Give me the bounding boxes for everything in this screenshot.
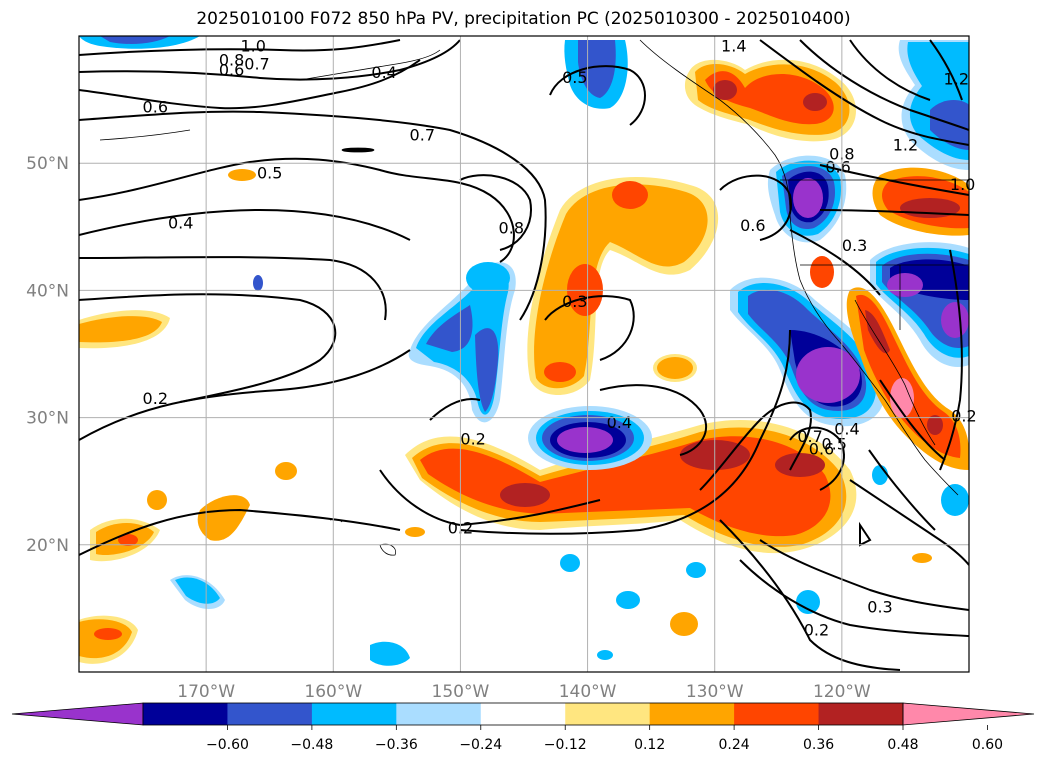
lon-tick-label: 150°W xyxy=(432,682,490,702)
colorbar-segment xyxy=(311,703,397,725)
contour-label: 1.0 xyxy=(240,36,265,55)
contour-label: 0.8 xyxy=(219,50,244,69)
contour-label: 0.4 xyxy=(371,63,396,82)
colorbar-tick-label: −0.24 xyxy=(459,737,502,753)
lon-tick-label: 170°W xyxy=(177,682,235,702)
contour-label: 0.7 xyxy=(410,125,435,144)
colorbar-tick-label: −0.48 xyxy=(290,737,333,753)
contour-label: 0.5 xyxy=(562,68,587,87)
contour-label: 0.4 xyxy=(168,213,193,232)
lat-tick-label: 50°N xyxy=(26,154,69,174)
colorbar-extend-low xyxy=(11,702,144,726)
colorbar-segment xyxy=(565,703,651,725)
lon-tick-label: 140°W xyxy=(559,682,617,702)
contour-labels: 1.00.8 0.70.6 0.4 0.51.41.20.60.71.20.80.61… xyxy=(143,36,977,639)
contour-label: 0.3 xyxy=(842,236,867,255)
colorbar-segment xyxy=(480,703,566,725)
colorbar-tick-label: 0.24 xyxy=(719,737,750,753)
colorbar-tick-label: −0.60 xyxy=(206,737,249,753)
contour-label: 0.3 xyxy=(562,292,587,311)
contour-label: 0.2 xyxy=(951,407,976,426)
precip-small-features xyxy=(79,169,969,666)
lon-tick-label: 130°W xyxy=(686,682,744,702)
pv-contours xyxy=(79,39,969,671)
contour-label: 0.2 xyxy=(143,389,168,408)
precip-region-negative-northeast xyxy=(898,40,969,170)
colorbar-segment xyxy=(818,703,904,725)
contour-label: 0.5 xyxy=(257,164,282,183)
colorbar: −0.60 −0.48 −0.36 −0.24 −0.12 0.12 0.24 0.36 0.4… xyxy=(11,702,1035,753)
map-frame xyxy=(78,35,970,673)
colorbar-tick-label: 0.12 xyxy=(634,737,665,753)
contour-label: 0.8 xyxy=(499,218,524,237)
lat-tick-label: 20°N xyxy=(26,536,69,556)
precip-region-negative-cal xyxy=(730,277,886,427)
lon-tick-label: 120°W xyxy=(813,682,871,702)
contour-label: 0.7 xyxy=(797,427,822,446)
contour-label: 1.2 xyxy=(944,70,969,89)
colorbar-tick-label: 0.60 xyxy=(972,737,1003,753)
lat-tick-label: 30°N xyxy=(26,409,69,429)
precip-region-negative-southwest-us xyxy=(870,242,969,368)
contour-label: 1.0 xyxy=(950,175,975,194)
contour-label: 0.7 xyxy=(244,54,269,73)
contour-label: 0.6 xyxy=(825,157,850,176)
precip-region-negative-central xyxy=(528,406,652,470)
precip-field xyxy=(79,36,969,666)
colorbar-segment xyxy=(649,703,735,725)
colorbar-segment xyxy=(396,703,482,725)
chart-title: 2025010100 F072 850 hPa PV, precipitatio… xyxy=(196,9,851,29)
colorbar-frame xyxy=(142,702,904,726)
contour-label: 0.4 xyxy=(834,419,859,438)
contour-label: 0.2 xyxy=(460,429,485,448)
colorbar-tick-label: −0.36 xyxy=(375,737,418,753)
contour-label: 0.3 xyxy=(867,597,892,616)
contour-label: 0.2 xyxy=(804,620,829,639)
contour-label: 0.6 xyxy=(740,216,765,235)
precip-region-central xyxy=(527,177,719,395)
contour-label: 0.5 xyxy=(822,435,847,454)
contour-label: 1.4 xyxy=(721,36,746,55)
colorbar-tick-label: 0.48 xyxy=(887,737,918,753)
lat-tick-label: 40°N xyxy=(26,281,69,301)
lon-tick-label: 160°W xyxy=(304,682,362,702)
contour-label: 1.2 xyxy=(893,136,918,155)
contour-label: 0.6 xyxy=(143,98,168,117)
precip-band-subtropical xyxy=(405,420,857,554)
gridlines xyxy=(79,36,969,672)
contour-label: 0.6 xyxy=(219,61,244,80)
colorbar-extend-high xyxy=(902,702,1035,726)
precip-region-negative-pnw xyxy=(767,155,847,243)
colorbar-segment xyxy=(143,703,228,725)
colorbar-segment xyxy=(734,703,820,725)
colorbar-segment xyxy=(227,703,313,725)
contour-label: 0.4 xyxy=(607,413,632,432)
lon-axis-labels: 170°W 160°W 150°W 140°W 130°W 120°W xyxy=(177,682,871,702)
lat-axis-labels: 50°N 40°N 30°N 20°N xyxy=(26,154,69,556)
colorbar-tick-label: −0.12 xyxy=(544,737,587,753)
contour-label: 0.6 xyxy=(809,440,834,459)
colorbar-tick-label: 0.36 xyxy=(803,737,834,753)
